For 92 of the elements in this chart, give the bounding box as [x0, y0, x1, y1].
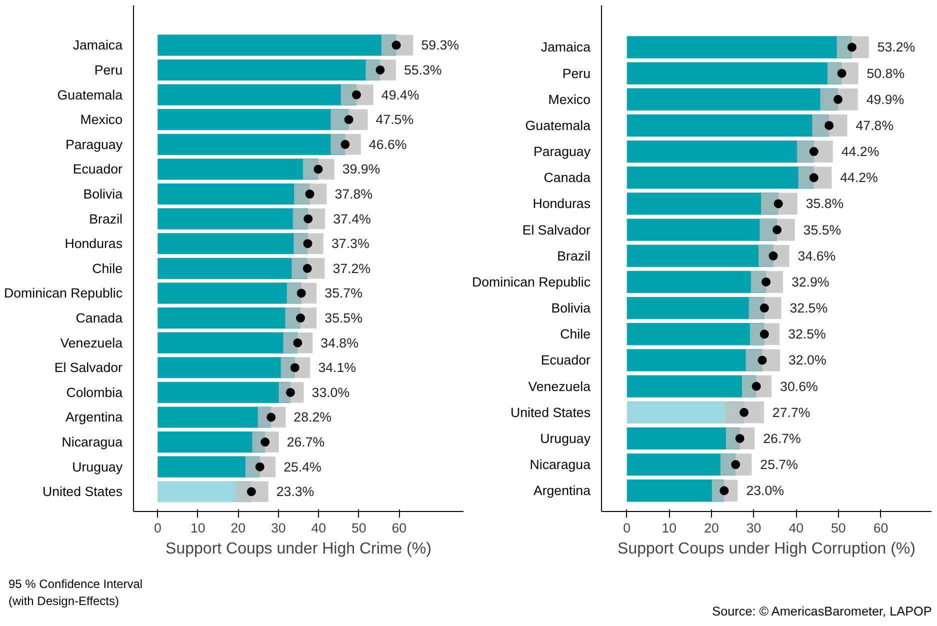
y-tick-label: Nicaragua	[530, 457, 592, 472]
x-axis-title: Support Coups under High Crime (%)	[166, 540, 432, 558]
data-label: 25.7%	[760, 457, 798, 472]
source-note: Source: © AmericasBarometer, LAPOP	[712, 604, 932, 618]
data-label: 59.3%	[421, 38, 460, 53]
y-tick-label: Ecuador	[540, 352, 592, 368]
y-tick-label: Mexico	[548, 92, 590, 107]
y-tick-label: Uruguay	[72, 459, 123, 474]
data-label: 55.3%	[404, 62, 442, 78]
data-label: 39.9%	[342, 162, 380, 177]
x-tick-label: 0	[623, 520, 631, 536]
x-tick-label: 10	[190, 520, 206, 536]
x-tick-label: 20	[704, 520, 719, 536]
y-tick-label: Peru	[94, 62, 123, 78]
y-tick-label: Canada	[76, 310, 124, 326]
y-tick-label: El Salvador	[54, 360, 124, 376]
x-tick-label: 40	[311, 520, 326, 536]
y-tick-label: Honduras	[532, 196, 591, 212]
y-tick-label: Honduras	[64, 236, 123, 252]
data-label: 25.4%	[284, 459, 322, 474]
y-tick-label: Argentina	[533, 483, 592, 498]
data-label: 32.5%	[790, 300, 828, 316]
y-tick-label: Canada	[544, 170, 592, 186]
data-label: 30.6%	[780, 378, 818, 394]
x-tick-label: 30	[270, 520, 286, 536]
y-tick-label: Guatemala	[57, 87, 124, 102]
data-label: 49.4%	[381, 87, 420, 102]
data-label: 35.5%	[324, 310, 363, 326]
y-tick-label: Peru	[562, 66, 591, 81]
data-label: 37.3%	[332, 236, 370, 252]
data-label: 33.0%	[312, 384, 350, 400]
y-tick-label: Ecuador	[72, 162, 124, 177]
y-tick-label: Bolivia	[551, 300, 592, 316]
x-axis-title: Support Coups under High Corruption (%)	[618, 540, 916, 558]
y-tick-label: Paraguay	[65, 136, 123, 152]
data-label: 44.2%	[841, 144, 880, 160]
y-tick-label: Venezuela	[528, 378, 592, 394]
y-tick-label: Dominican Republic	[4, 286, 123, 301]
y-tick-label: Chile	[560, 326, 591, 342]
x-tick-label: 30	[746, 520, 762, 536]
y-tick-label: Venezuela	[60, 335, 124, 350]
data-label: 35.7%	[324, 286, 363, 301]
x-tick-label: 20	[230, 520, 246, 536]
y-tick-label: Uruguay	[540, 430, 591, 446]
data-label: 37.4%	[333, 211, 372, 226]
y-tick-label: Brazil	[557, 248, 591, 264]
data-label: 44.2%	[840, 170, 878, 186]
y-tick-label: Nicaragua	[62, 434, 124, 450]
x-tick-label: 50	[831, 520, 846, 536]
data-label: 23.0%	[746, 483, 784, 498]
y-tick-label: United States	[510, 404, 591, 420]
y-tick-label: Argentina	[65, 410, 124, 425]
data-label: 37.8%	[334, 186, 373, 202]
data-label: 35.5%	[803, 222, 842, 238]
y-tick-label: Guatemala	[525, 118, 592, 133]
y-tick-label: Jamaica	[540, 40, 592, 55]
y-tick-label: Colombia	[66, 384, 124, 400]
x-tick-label: 10	[662, 520, 677, 536]
y-tick-label: United States	[42, 484, 123, 500]
data-label: 46.6%	[368, 136, 407, 152]
y-tick-label: Jamaica	[72, 38, 124, 53]
data-label: 28.2%	[294, 410, 332, 425]
data-label: 47.8%	[856, 118, 894, 133]
y-tick-label: Mexico	[80, 112, 122, 128]
data-label: 32.9%	[791, 274, 830, 290]
data-label: 26.7%	[286, 434, 325, 450]
data-label: 34.1%	[318, 360, 356, 376]
data-label: 50.8%	[866, 66, 905, 81]
data-label: 32.5%	[788, 326, 826, 342]
y-tick-label: Brazil	[89, 211, 123, 226]
x-tick-label: 60	[392, 520, 407, 536]
data-label: 49.9%	[866, 92, 904, 107]
y-tick-label: Chile	[92, 260, 123, 276]
data-label: 26.7%	[763, 430, 802, 446]
data-label: 53.2%	[877, 40, 916, 55]
y-tick-label: Paraguay	[533, 144, 591, 160]
x-tick-label: 60	[873, 520, 888, 536]
data-label: 34.8%	[320, 335, 359, 350]
data-label: 34.6%	[798, 248, 836, 264]
x-tick-label: 40	[788, 520, 804, 536]
data-label: 23.3%	[276, 484, 314, 500]
y-tick-label: Dominican Republic	[472, 274, 591, 290]
data-label: 27.7%	[772, 404, 810, 420]
x-tick-label: 50	[351, 520, 366, 536]
text: 95 % Confidence Interval (with Design-Effects)	[8, 577, 143, 608]
data-label: 32.0%	[788, 352, 826, 368]
data-label: 35.8%	[806, 196, 844, 212]
y-tick-label: El Salvador	[522, 222, 592, 238]
data-label: 47.5%	[376, 112, 414, 128]
x-tick-label: 0	[154, 520, 162, 536]
data-label: 37.2%	[332, 260, 371, 276]
y-tick-label: Bolivia	[83, 186, 124, 202]
